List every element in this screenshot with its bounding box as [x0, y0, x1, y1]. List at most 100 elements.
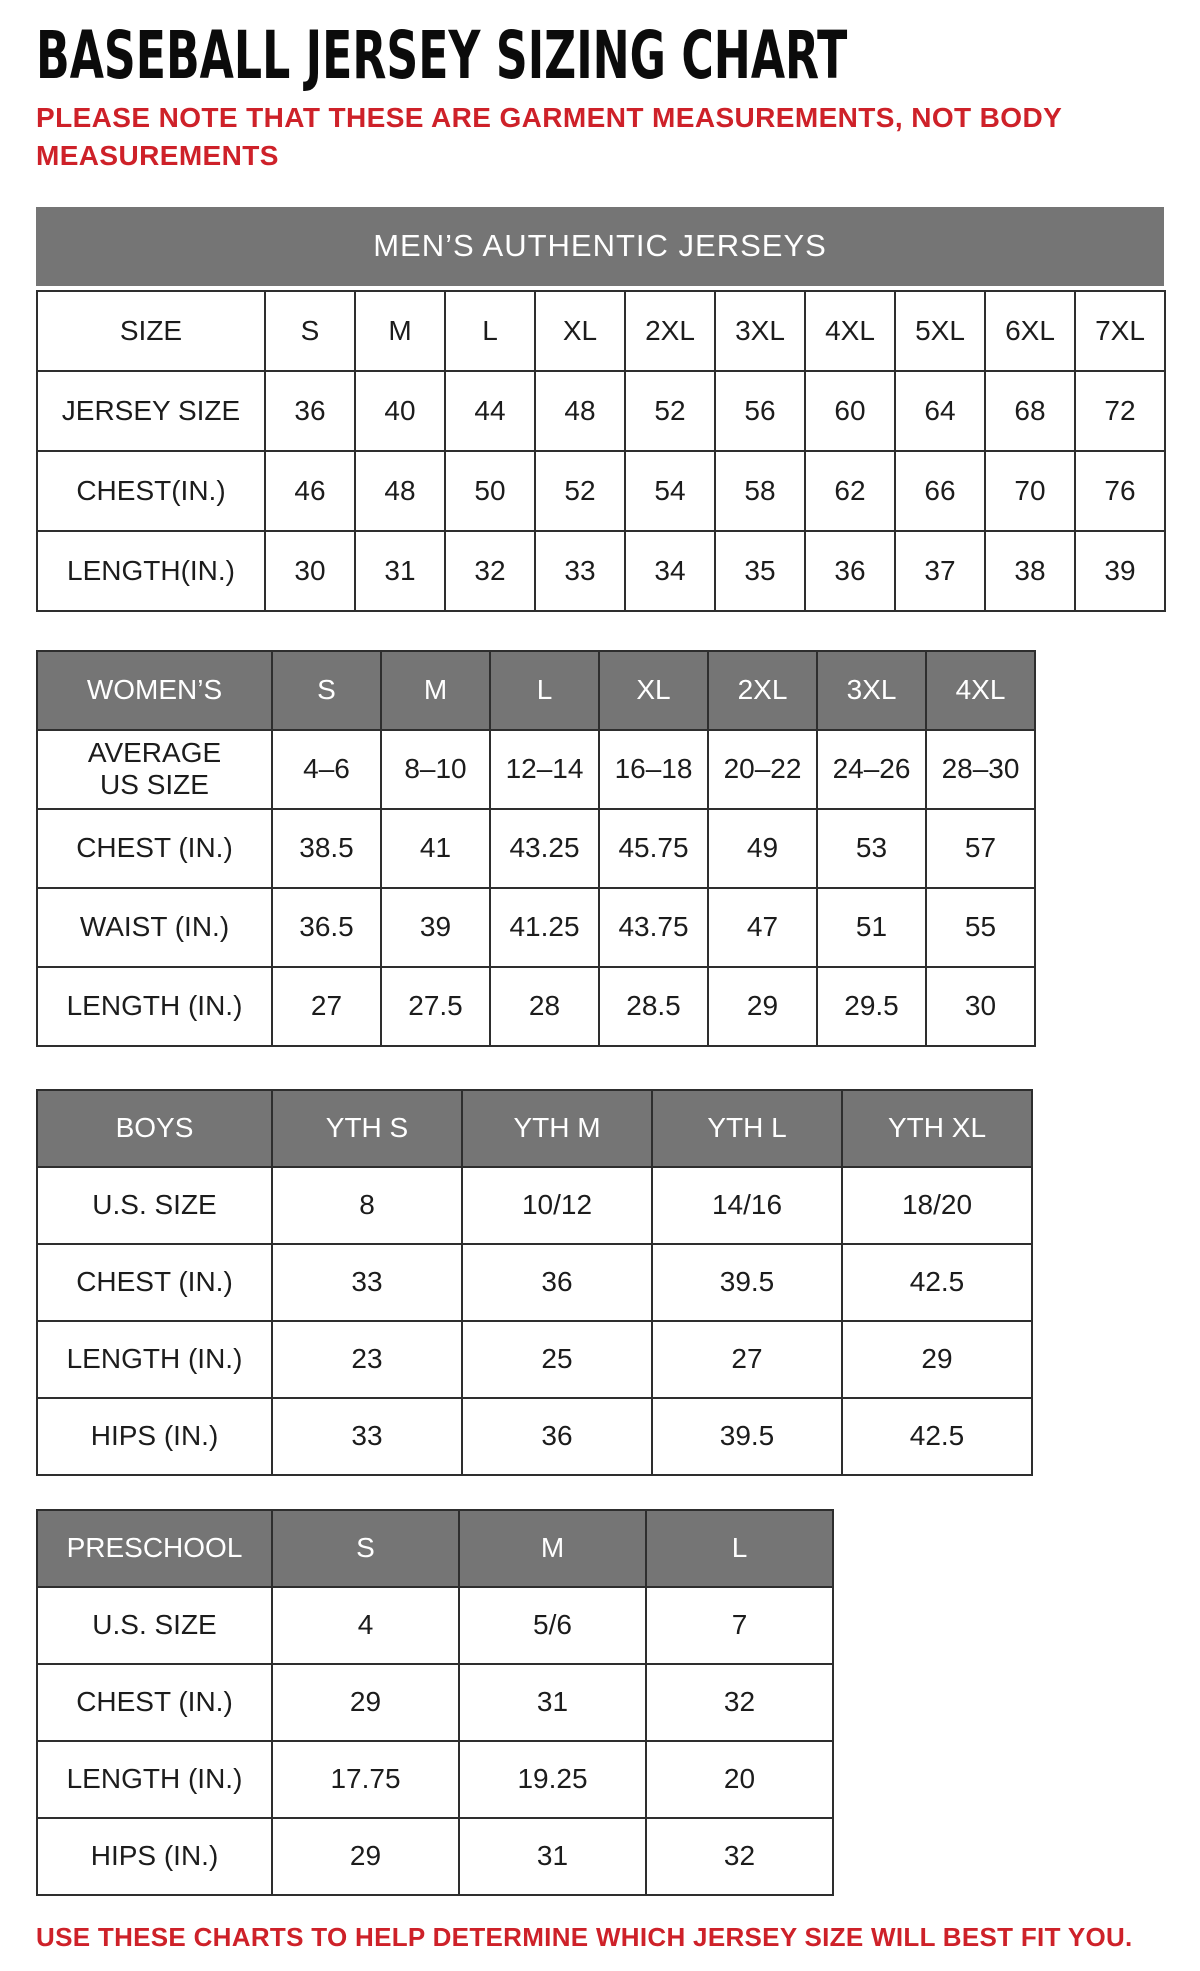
boys-row: HIPS (IN.) 33 36 39.5 42.5 [36, 1396, 1033, 1476]
preschool-row: CHEST (IN.) 29 31 32 [36, 1662, 834, 1742]
mens-cell: 44 [444, 369, 536, 452]
preschool-row-label: U.S. SIZE [36, 1585, 273, 1665]
mens-cell: 62 [804, 449, 896, 532]
boys-row-label: HIPS (IN.) [36, 1396, 273, 1476]
preschool-row: U.S. SIZE 4 5/6 7 [36, 1585, 834, 1665]
preschool-sizing-table: PRESCHOOL S M L U.S. SIZE 4 5/6 7 CHEST (IN.) 29 3… [36, 1508, 834, 1896]
mens-cell: 58 [714, 449, 806, 532]
boys-cell: 33 [271, 1396, 463, 1476]
womens-cell: 27 [271, 965, 382, 1047]
womens-row: AVERAGE US SIZE 4–6 8–10 12–14 16–18 20–22 24–… [36, 728, 1036, 810]
womens-row: CHEST (IN.) 38.5 41 43.25 45.75 49 53 57 [36, 807, 1036, 889]
mens-cell: 30 [264, 529, 356, 612]
boys-row: BOYS YTH S YTH M YTH L YTH XL [36, 1088, 1033, 1168]
mens-cell: 38 [984, 529, 1076, 612]
mens-row: LENGTH(IN.) 30 31 32 33 34 35 36 37 38 39 [36, 529, 1166, 612]
preschool-cell: 32 [645, 1816, 834, 1896]
womens-cell: M [380, 649, 491, 731]
garment-measurements-note: PLEASE NOTE THAT THESE ARE GARMENT MEASU… [36, 102, 1062, 172]
mens-cell: 31 [354, 529, 446, 612]
womens-cell: L [489, 649, 600, 731]
womens-cell: 55 [925, 886, 1036, 968]
mens-row-label: CHEST(IN.) [36, 449, 266, 532]
womens-row-label: WAIST (IN.) [36, 886, 273, 968]
preschool-cell: 7 [645, 1585, 834, 1665]
womens-cell: 28–30 [925, 728, 1036, 810]
boys-cell: 10/12 [461, 1165, 653, 1245]
mens-cell: 48 [534, 369, 626, 452]
mens-cell: M [354, 289, 446, 372]
mens-cell: 6XL [984, 289, 1076, 372]
womens-cell: 28 [489, 965, 600, 1047]
mens-row-label: JERSEY SIZE [36, 369, 266, 452]
boys-cell: YTH S [271, 1088, 463, 1168]
mens-cell: 4XL [804, 289, 896, 372]
womens-cell: 41 [380, 807, 491, 889]
preschool-cell: 31 [458, 1816, 647, 1896]
mens-cell: 60 [804, 369, 896, 452]
womens-cell: 27.5 [380, 965, 491, 1047]
womens-cell: 20–22 [707, 728, 818, 810]
boys-row-label: LENGTH (IN.) [36, 1319, 273, 1399]
mens-cell: 48 [354, 449, 446, 532]
womens-cell: XL [598, 649, 709, 731]
womens-section: WOMEN’S S M L XL 2XL 3XL 4XL AVERAGE US SIZE 4–6 8… [36, 649, 1164, 1047]
preschool-cell: 29 [271, 1816, 460, 1896]
preschool-cell: M [458, 1508, 647, 1588]
preschool-cell: S [271, 1508, 460, 1588]
mens-cell: 3XL [714, 289, 806, 372]
womens-row: WAIST (IN.) 36.5 39 41.25 43.75 47 51 55 [36, 886, 1036, 968]
mens-cell: 56 [714, 369, 806, 452]
womens-cell: 43.25 [489, 807, 600, 889]
womens-cell: 2XL [707, 649, 818, 731]
preschool-cell: 4 [271, 1585, 460, 1665]
preschool-row: LENGTH (IN.) 17.75 19.25 20 [36, 1739, 834, 1819]
womens-cell: 16–18 [598, 728, 709, 810]
womens-cell: 30 [925, 965, 1036, 1047]
womens-row-label: CHEST (IN.) [36, 807, 273, 889]
mens-cell: 76 [1074, 449, 1166, 532]
mens-cell: 52 [534, 449, 626, 532]
womens-cell: 47 [707, 886, 818, 968]
womens-cell: 45.75 [598, 807, 709, 889]
mens-table-banner: MEN’S AUTHENTIC JERSEYS [36, 206, 1164, 286]
womens-cell: 49 [707, 807, 818, 889]
boys-row-label: BOYS [36, 1088, 273, 1168]
mens-cell: 5XL [894, 289, 986, 372]
mens-cell: 34 [624, 529, 716, 612]
womens-cell: 43.75 [598, 886, 709, 968]
preschool-row-label: PRESCHOOL [36, 1508, 273, 1588]
mens-row: CHEST(IN.) 46 48 50 52 54 58 62 66 70 76 [36, 449, 1166, 532]
mens-cell: 46 [264, 449, 356, 532]
boys-cell: 18/20 [841, 1165, 1033, 1245]
preschool-section: PRESCHOOL S M L U.S. SIZE 4 5/6 7 CHEST (IN.) 29 3… [36, 1508, 1164, 1896]
womens-cell: 51 [816, 886, 927, 968]
mens-section: MEN’S AUTHENTIC JERSEYS SIZE S M L XL 2XL 3XL 4… [36, 206, 1166, 612]
boys-cell: 36 [461, 1396, 653, 1476]
womens-cell: 28.5 [598, 965, 709, 1047]
boys-cell: 29 [841, 1319, 1033, 1399]
preschool-cell: 5/6 [458, 1585, 647, 1665]
mens-cell: 64 [894, 369, 986, 452]
womens-cell: 29.5 [816, 965, 927, 1047]
boys-row: U.S. SIZE 8 10/12 14/16 18/20 [36, 1165, 1033, 1245]
preschool-row-label: CHEST (IN.) [36, 1662, 273, 1742]
womens-cell: 4XL [925, 649, 1036, 731]
boys-sizing-table: BOYS YTH S YTH M YTH L YTH XL U.S. SIZE 8 10/12… [36, 1088, 1033, 1476]
mens-cell: 36 [264, 369, 356, 452]
womens-row-label: WOMEN’S [36, 649, 273, 731]
boys-cell: 27 [651, 1319, 843, 1399]
mens-cell: XL [534, 289, 626, 372]
boys-cell: 33 [271, 1242, 463, 1322]
mens-cell: 2XL [624, 289, 716, 372]
preschool-row: PRESCHOOL S M L [36, 1508, 834, 1588]
womens-row: LENGTH (IN.) 27 27.5 28 28.5 29 29.5 30 [36, 965, 1036, 1047]
boys-cell: 39.5 [651, 1396, 843, 1476]
mens-row-label: LENGTH(IN.) [36, 529, 266, 612]
mens-cell: 35 [714, 529, 806, 612]
boys-row-label: CHEST (IN.) [36, 1242, 273, 1322]
boys-cell: YTH M [461, 1088, 653, 1168]
boys-section: BOYS YTH S YTH M YTH L YTH XL U.S. SIZE 8 10/12… [36, 1088, 1164, 1476]
preschool-cell: 32 [645, 1662, 834, 1742]
womens-cell: 38.5 [271, 807, 382, 889]
